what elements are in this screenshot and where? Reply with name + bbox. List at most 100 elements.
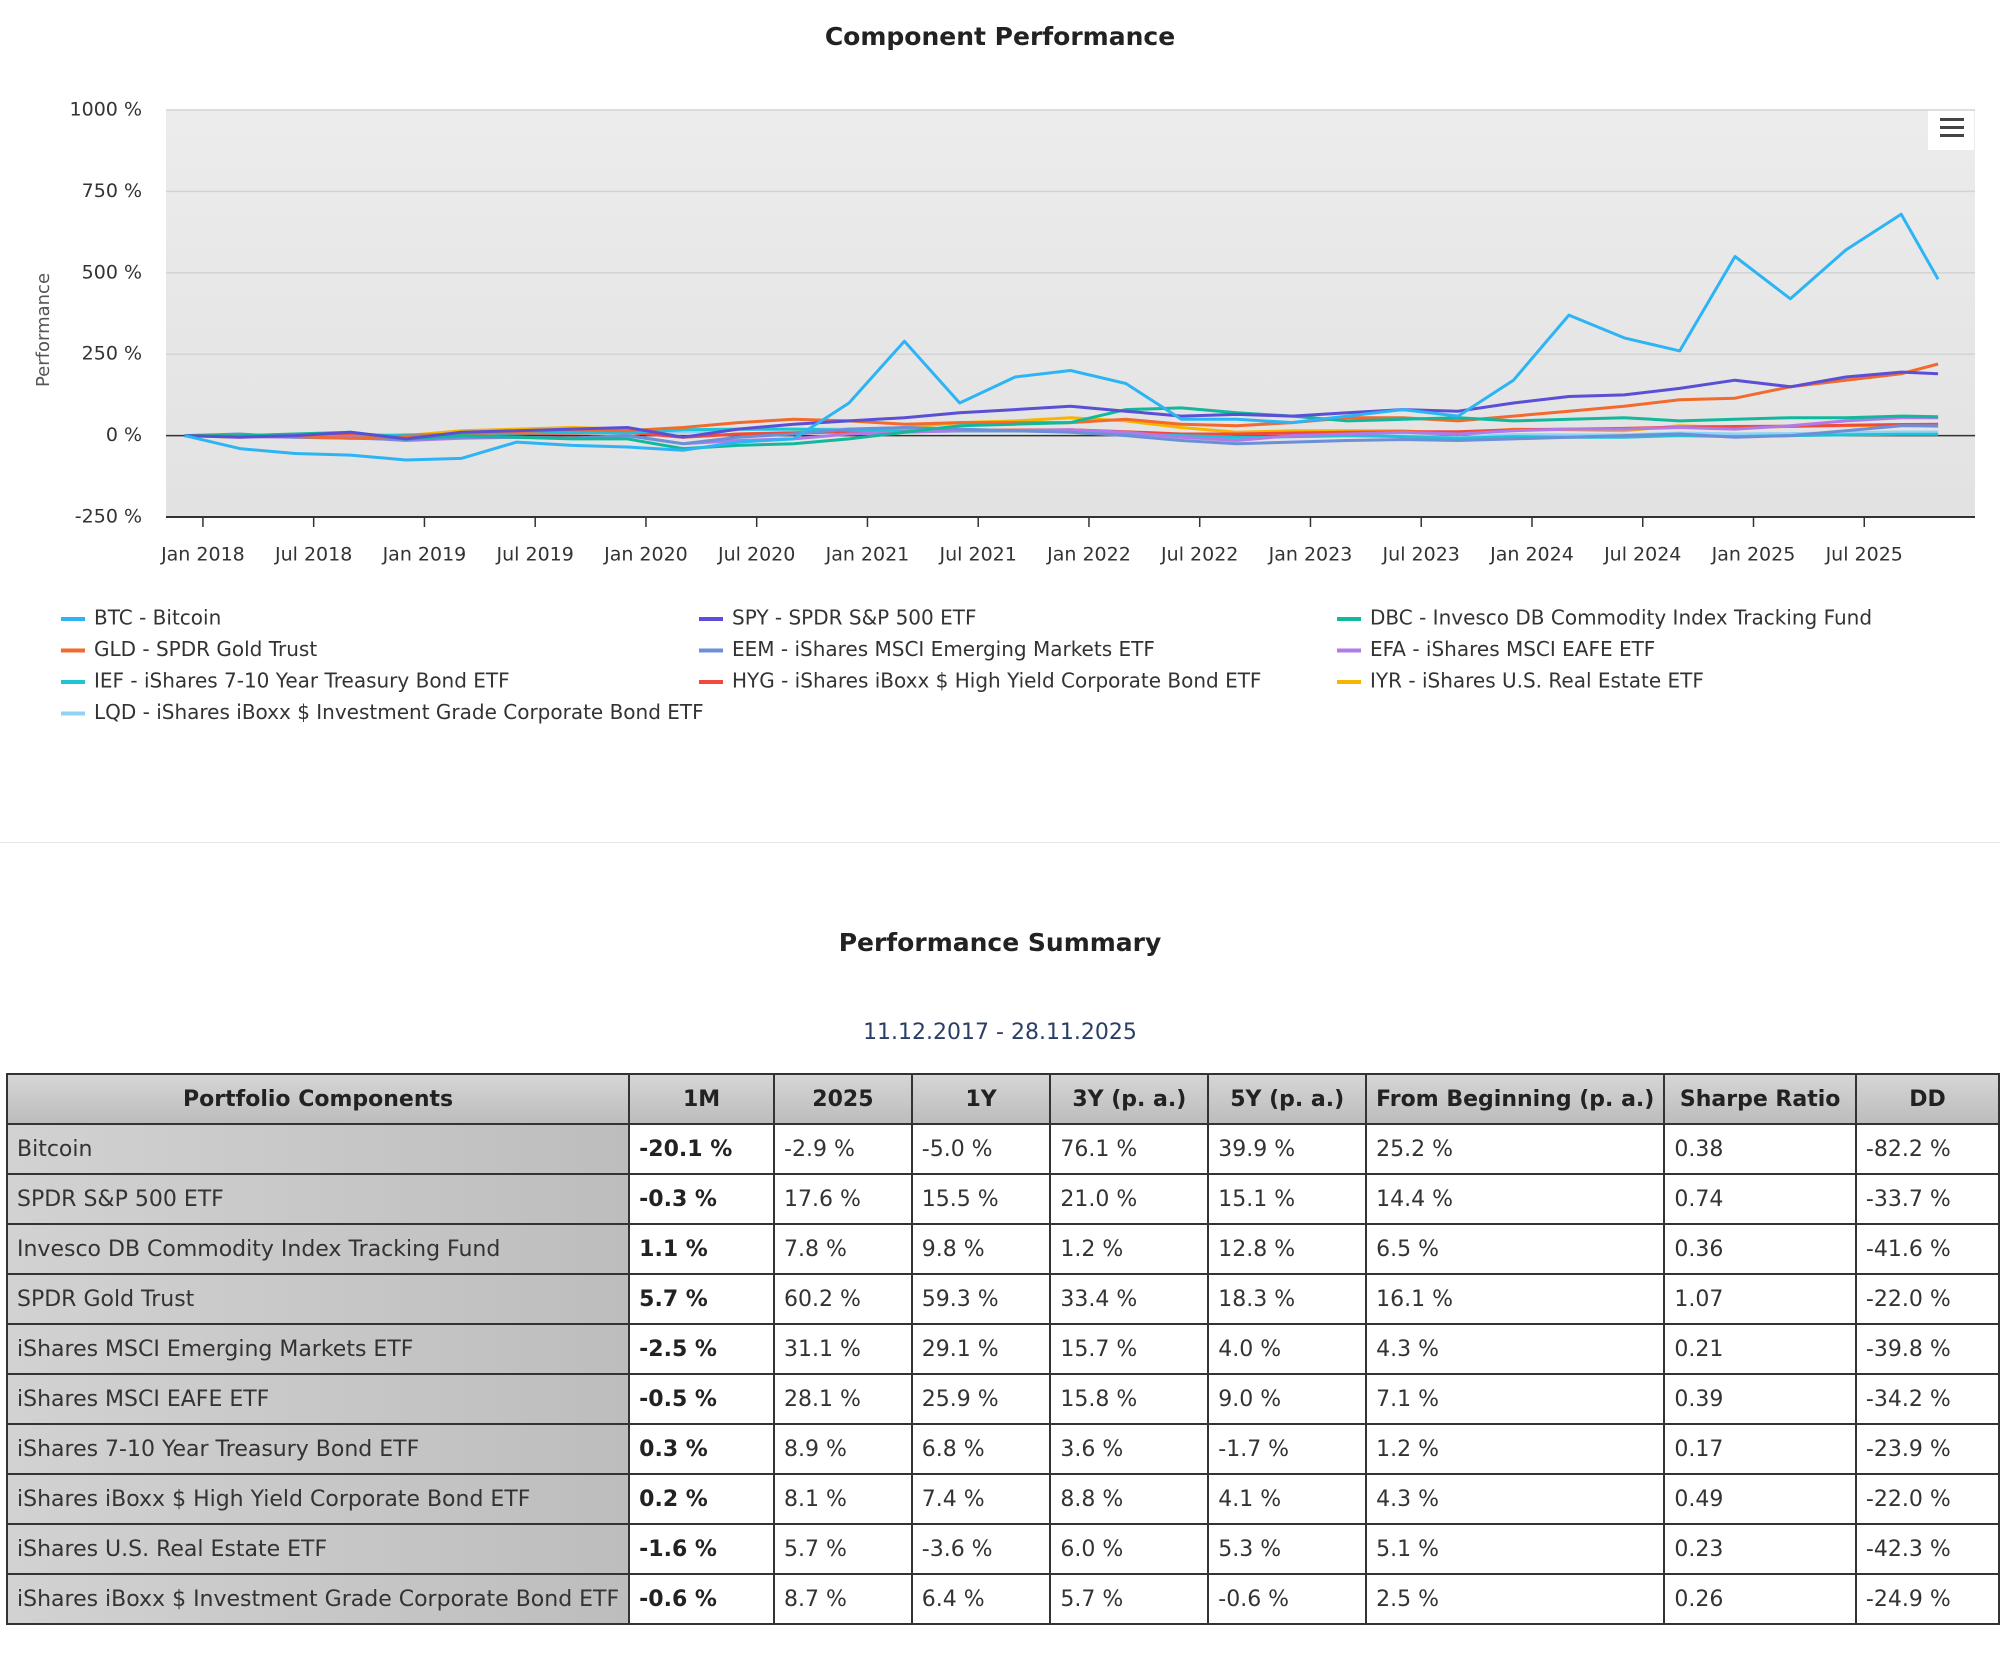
table-cell: -39.8 % (1854, 1323, 2000, 1375)
legend-item[interactable]: EFA - iShares MSCI EAFE ETF (1337, 637, 1655, 661)
table-cell: 28.1 % (773, 1373, 913, 1425)
menu-button[interactable] (1928, 108, 1974, 150)
table-row: Bitcoin -20.1 % -2.9 % -5.0 % 76.1 % 39.9 % 25… (5, 1123, 2000, 1175)
x-tick-label: Jan 2019 (382, 544, 467, 566)
table-cell: 0.74 (1663, 1173, 1857, 1225)
table-cell: iShares iBoxx $ Investment Grade Corpora… (5, 1573, 631, 1625)
table-cell: -33.7 % (1854, 1173, 2000, 1225)
table-cell: 1.1 % (628, 1223, 776, 1275)
table-cell: 1.07 (1663, 1273, 1857, 1325)
table-cell: 31.1 % (773, 1323, 913, 1375)
table-cell: 25.9 % (910, 1373, 1052, 1425)
table-cell: 4.0 % (1207, 1323, 1368, 1375)
table-cell: 5.7 % (1049, 1573, 1210, 1625)
table-cell: 2.5 % (1365, 1573, 1666, 1625)
legend-label: EFA - iShares MSCI EAFE ETF (1370, 637, 1655, 661)
period: 11.12.2017 - 28.11.2025 (863, 1020, 1137, 1045)
x-tick-label: Jul 2024 (1603, 544, 1681, 566)
table-cell: 21.0 % (1049, 1173, 1210, 1225)
x-tick-label: Jul 2025 (1825, 544, 1903, 566)
table-cell: -22.0 % (1854, 1273, 2000, 1325)
separator (0, 842, 2000, 843)
table-cell: 8.1 % (773, 1473, 913, 1525)
table-cell: 76.1 % (1049, 1123, 1210, 1175)
table-cell: 8.9 % (773, 1423, 913, 1475)
table-cell: 0.36 (1663, 1223, 1857, 1275)
legend-label: HYG - iShares iBoxx $ High Yield Corpora… (732, 669, 1261, 693)
table-cell: 6.4 % (910, 1573, 1052, 1625)
legend-item[interactable]: LQD - iShares iBoxx $ Investment Grade C… (61, 700, 704, 724)
x-tick-label: Jul 2018 (274, 544, 352, 566)
table-cell: 0.23 (1663, 1523, 1857, 1575)
header-cell: From Beginning (p. a.) (1365, 1073, 1666, 1125)
x-tick-label: Jan 2024 (1489, 544, 1574, 566)
table-cell: -20.1 % (628, 1123, 776, 1175)
table-cell: 14.4 % (1365, 1173, 1666, 1225)
table-cell: 15.8 % (1049, 1373, 1210, 1425)
table-cell: 12.8 % (1207, 1223, 1368, 1275)
legend-item[interactable]: SPY - SPDR S&P 500 ETF (699, 606, 976, 630)
table-cell: -0.6 % (1207, 1573, 1368, 1625)
legend-item[interactable]: IEF - iShares 7-10 Year Treasury Bond ET… (61, 669, 510, 693)
table-cell: -0.5 % (628, 1373, 776, 1425)
x-tick-label: Jan 2023 (1268, 544, 1353, 566)
table-cell: 8.7 % (773, 1573, 913, 1625)
x-tick-label: Jan 2021 (825, 544, 910, 566)
table-cell: -2.9 % (773, 1123, 913, 1175)
table-cell: iShares MSCI Emerging Markets ETF (5, 1323, 631, 1375)
table-cell: 0.49 (1663, 1473, 1857, 1525)
table-row: SPDR Gold Trust 5.7 % 60.2 % 59.3 % 33.4 % 18… (5, 1273, 2000, 1325)
table-row: iShares MSCI EAFE ETF -0.5 % 28.1 % 25.9 % 1… (5, 1373, 2000, 1425)
table-cell: 25.2 % (1365, 1123, 1666, 1175)
series-line (184, 370, 1939, 441)
table-cell: SPDR S&P 500 ETF (5, 1173, 631, 1225)
table-cell: -0.3 % (628, 1173, 776, 1225)
table-cell: 7.1 % (1365, 1373, 1666, 1425)
table-cell: 9.0 % (1207, 1373, 1368, 1425)
header-cell: DD (1854, 1073, 2000, 1125)
summary-title: Performance Summary (838, 928, 1162, 957)
header-cell: 5Y (p. a.) (1207, 1073, 1368, 1125)
header-cell: 2025 (773, 1073, 913, 1125)
legend-item[interactable]: EEM - iShares MSCI Emerging Markets ETF (699, 637, 1155, 661)
table-cell: Invesco DB Commodity Index Tracking Fund (5, 1223, 631, 1275)
table-cell: iShares U.S. Real Estate ETF (5, 1523, 631, 1575)
table-cell: iShares 7-10 Year Treasury Bond ETF (5, 1423, 631, 1475)
x-tick-label: Jul 2022 (1160, 544, 1238, 566)
legend-item[interactable]: BTC - Bitcoin (61, 606, 221, 630)
y-tick-label: 0 % (106, 424, 142, 446)
table-cell: 15.7 % (1049, 1323, 1210, 1375)
table-cell: 0.2 % (628, 1473, 776, 1525)
table-cell: -1.7 % (1207, 1423, 1368, 1475)
x-tick-label: Jan 2022 (1046, 544, 1131, 566)
table-cell: 0.3 % (628, 1423, 776, 1475)
table-cell: 15.1 % (1207, 1173, 1368, 1225)
series-line (184, 406, 1939, 451)
table-cell: 5.7 % (628, 1273, 776, 1325)
header-cell: 1M (628, 1073, 776, 1125)
x-tick-label: Jan 2018 (160, 544, 245, 566)
table-cell: 15.5 % (910, 1173, 1052, 1225)
table-cell: SPDR Gold Trust (5, 1273, 631, 1325)
legend-label: SPY - SPDR S&P 500 ETF (732, 606, 976, 630)
chart: Performance -250 % 0 % 250 % 500 % 750 % 1000… (33, 99, 1975, 724)
legend-item[interactable]: HYG - iShares iBoxx $ High Yield Corpora… (699, 669, 1261, 693)
table-cell: 0.17 (1663, 1423, 1857, 1475)
legend-label: IYR - iShares U.S. Real Estate ETF (1370, 669, 1704, 693)
legend-item[interactable]: GLD - SPDR Gold Trust (61, 637, 317, 661)
x-tick-label: Jul 2019 (496, 544, 574, 566)
table-cell: 33.4 % (1049, 1273, 1210, 1325)
table-cell: 4.3 % (1365, 1323, 1666, 1375)
table-cell: 8.8 % (1049, 1473, 1210, 1525)
x-tick-label: Jan 2020 (603, 544, 688, 566)
legend-item[interactable]: DBC - Invesco DB Commodity Index Trackin… (1337, 606, 1872, 630)
legend-label: DBC - Invesco DB Commodity Index Trackin… (1370, 606, 1872, 630)
legend-item[interactable]: IYR - iShares U.S. Real Estate ETF (1337, 669, 1704, 693)
table-cell: -0.6 % (628, 1573, 776, 1625)
header-cell: Sharpe Ratio (1663, 1073, 1857, 1125)
table-cell: 39.9 % (1207, 1123, 1368, 1175)
table-row: Invesco DB Commodity Index Tracking Fund… (5, 1223, 2000, 1275)
table-cell: 6.0 % (1049, 1523, 1210, 1575)
table-cell: -34.2 % (1854, 1373, 2000, 1425)
table-row: iShares iBoxx $ Investment Grade Corpora… (5, 1573, 2000, 1625)
